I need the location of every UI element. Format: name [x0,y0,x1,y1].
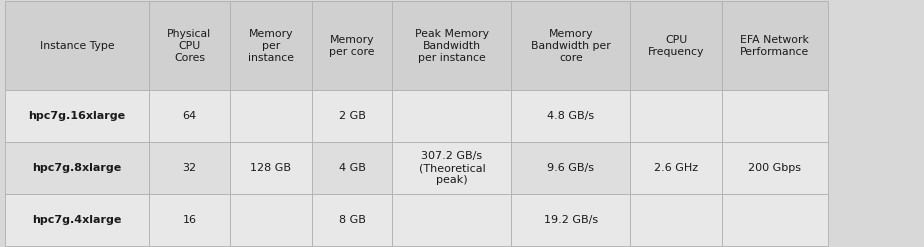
Bar [312,194,393,246]
Bar [393,194,511,246]
Text: CPU
Frequency: CPU Frequency [648,35,704,57]
Bar [312,1,393,90]
Text: 4.8 GB/s: 4.8 GB/s [547,111,594,121]
Bar [5,90,149,142]
Text: 307.2 GB/s
(Theoretical
peak): 307.2 GB/s (Theoretical peak) [419,151,485,185]
Text: 64: 64 [182,111,197,121]
Bar [149,1,230,90]
Text: 19.2 GB/s: 19.2 GB/s [544,215,598,225]
Text: Memory
per core: Memory per core [330,35,375,57]
Bar [511,194,630,246]
Bar [722,142,828,194]
Text: Memory
Bandwidth per
core: Memory Bandwidth per core [531,29,611,63]
Text: 2 GB: 2 GB [339,111,366,121]
Bar [149,142,230,194]
Bar [149,90,230,142]
Bar [312,90,393,142]
Text: 8 GB: 8 GB [339,215,366,225]
Bar [630,142,722,194]
Bar [5,142,149,194]
Text: hpc7g.4xlarge: hpc7g.4xlarge [32,215,122,225]
Text: 16: 16 [182,215,197,225]
Bar [511,1,630,90]
Bar [393,90,511,142]
Bar [5,1,149,90]
Bar [393,1,511,90]
Bar [511,90,630,142]
Bar [722,194,828,246]
Bar [230,142,312,194]
Bar [312,142,393,194]
Bar [230,1,312,90]
Text: Instance Type: Instance Type [40,41,115,51]
Text: Memory
per
instance: Memory per instance [248,29,294,63]
Text: 9.6 GB/s: 9.6 GB/s [547,163,594,173]
Text: EFA Network
Performance: EFA Network Performance [740,35,809,57]
Text: 200 Gbps: 200 Gbps [748,163,801,173]
Text: hpc7g.8xlarge: hpc7g.8xlarge [32,163,122,173]
Bar [630,1,722,90]
Text: 4 GB: 4 GB [339,163,366,173]
Bar [393,142,511,194]
Bar [722,1,828,90]
Bar [722,90,828,142]
Bar [630,194,722,246]
Text: hpc7g.16xlarge: hpc7g.16xlarge [29,111,126,121]
Text: 2.6 GHz: 2.6 GHz [654,163,699,173]
Bar [230,90,312,142]
Bar [511,142,630,194]
Bar [149,194,230,246]
Text: 32: 32 [182,163,197,173]
Text: 128 GB: 128 GB [250,163,291,173]
Bar [630,90,722,142]
Text: Peak Memory
Bandwidth
per instance: Peak Memory Bandwidth per instance [415,29,489,63]
Text: Physical
CPU
Cores: Physical CPU Cores [167,29,212,63]
Bar [230,194,312,246]
Bar [5,194,149,246]
